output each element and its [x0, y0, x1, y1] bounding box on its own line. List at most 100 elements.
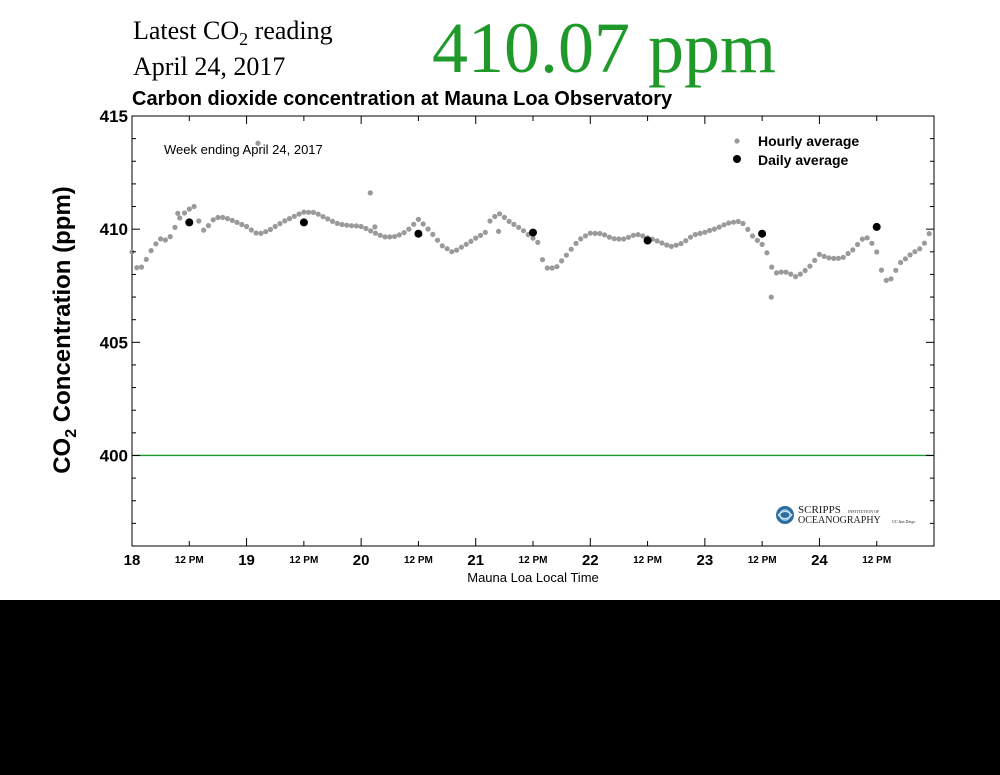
hourly-point [181, 210, 188, 216]
hourly-point [306, 209, 312, 215]
hourly-point [621, 236, 627, 242]
hourly-point [267, 226, 273, 233]
hourly-point [812, 257, 818, 263]
hourly-point [707, 227, 713, 234]
daily-point [872, 222, 881, 231]
hourly-point [635, 232, 641, 238]
co2-chart: 400 405 410 415 18 12 PM 19 12 PM 20 12 PM 21 12 PM… [100, 107, 935, 569]
hourly-point [568, 246, 574, 252]
x-noon-label: 12 PM [404, 555, 433, 566]
hourly-point [286, 216, 293, 222]
daily-point [414, 229, 423, 238]
hourly-point [501, 214, 507, 220]
hourly-point [511, 221, 517, 227]
hourly-point [592, 230, 598, 236]
hourly-point [349, 223, 355, 229]
x-noon-label: 12 PM [519, 555, 548, 566]
logo-text-oceanography: OCEANOGRAPHY [798, 515, 881, 526]
hourly-point [329, 218, 336, 224]
logo-text-ucsd: UC San Diego [892, 519, 915, 524]
hourly-point [158, 236, 164, 242]
hourly-point [802, 267, 808, 274]
hourly-point [411, 221, 417, 227]
hourly-point [726, 220, 732, 226]
hourly-point [162, 237, 168, 243]
hourly-point [415, 216, 421, 222]
hourly-point [888, 276, 894, 282]
hourly-point [382, 234, 388, 240]
hourly-point [301, 209, 307, 215]
hourly-point [793, 274, 799, 280]
hourly-point [816, 251, 823, 257]
legend: Hourly average Daily average [733, 133, 859, 168]
hourly-point [291, 213, 297, 219]
hourly-point [205, 223, 211, 229]
hourly-point [783, 269, 789, 275]
hourly-point [454, 247, 460, 253]
hourly-point [425, 226, 431, 232]
x-noon-label: 12 PM [633, 555, 662, 566]
hourly-point [282, 218, 288, 224]
hourly-point [134, 265, 140, 271]
hourly-point [616, 236, 622, 242]
hourly-point [377, 232, 383, 238]
hourly-point [697, 230, 703, 236]
hourly-point [272, 223, 278, 230]
hourly-point [258, 230, 264, 236]
legend-hourly-marker [734, 138, 740, 144]
hourly-point [277, 221, 283, 227]
hourly-point [248, 227, 254, 233]
hourly-point [563, 252, 570, 258]
hourly-point [468, 238, 474, 244]
hourly-point [921, 240, 928, 246]
hourly-point [396, 232, 402, 238]
hourly-point [420, 221, 426, 227]
hourly-point [487, 218, 493, 224]
hourly-point [764, 250, 770, 256]
x-noon-label: 12 PM [175, 555, 204, 566]
hourly-point [768, 294, 774, 300]
hourly-point [582, 233, 589, 239]
hourly-point [497, 211, 503, 217]
x-day-label: 18 [124, 552, 141, 569]
hourly-point [215, 214, 221, 221]
daily-point [529, 228, 537, 237]
bottom-bar [0, 600, 1000, 775]
hourly-point [372, 224, 378, 230]
legend-hourly-label: Hourly average [758, 133, 859, 149]
hourly-point [434, 237, 441, 243]
week-annotation: Week ending April 24, 2017 [164, 142, 323, 157]
hourly-point [883, 277, 889, 283]
x-day-label: 20 [353, 552, 370, 569]
hourly-point [611, 236, 617, 242]
hourly-point [711, 226, 718, 232]
hourly-point [496, 228, 502, 234]
hourly-point [716, 224, 722, 230]
hourly-point [172, 224, 178, 230]
hourly-point [630, 232, 636, 238]
hourly-point [850, 247, 856, 253]
hourly-point [750, 233, 756, 239]
chart-panel [0, 0, 1000, 600]
hourly-point [735, 218, 741, 225]
hourly-point [463, 241, 469, 247]
y-tick-label: 410 [100, 220, 128, 239]
hourly-point [220, 214, 226, 220]
hourly-point [721, 222, 727, 228]
hourly-point [310, 209, 316, 215]
latest-reading-label: Latest CO2 reading [133, 16, 333, 49]
hourly-point [368, 228, 374, 234]
hourly-point [138, 264, 145, 270]
hourly-point [244, 223, 250, 230]
hourly-point [797, 271, 803, 277]
hourly-point [148, 248, 154, 254]
hourly-point [788, 271, 794, 277]
hourly-point [874, 249, 880, 255]
hourly-point [869, 240, 875, 246]
chart-title: Carbon dioxide concentration at Mauna Lo… [132, 88, 673, 110]
hourly-point [224, 216, 231, 222]
hourly-point [363, 225, 369, 232]
y-tick-label: 405 [100, 333, 128, 352]
daily-point [758, 229, 767, 238]
hourly-point [516, 224, 522, 230]
